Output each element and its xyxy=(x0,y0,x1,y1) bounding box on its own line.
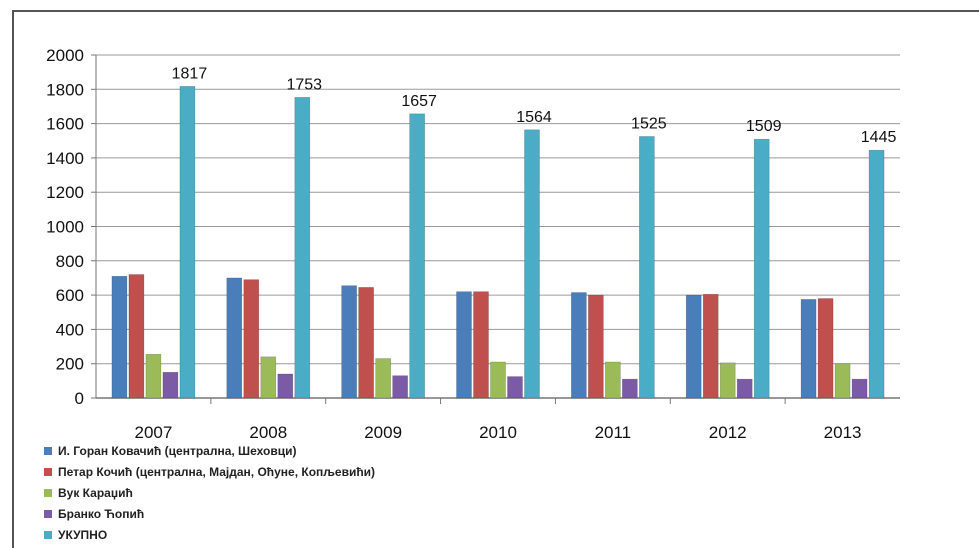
y-tick-label: 0 xyxy=(75,389,84,408)
legend-item: Бранко Ћопић xyxy=(44,503,375,524)
x-tick-label: 2008 xyxy=(249,423,287,442)
bar xyxy=(145,353,162,399)
y-tick-label: 200 xyxy=(56,355,84,374)
y-tick-label: 800 xyxy=(56,252,84,271)
bar xyxy=(260,356,277,399)
bar xyxy=(639,136,655,399)
bar xyxy=(277,373,294,399)
legend-swatch xyxy=(44,467,52,476)
bar xyxy=(128,274,145,399)
bar xyxy=(719,362,736,399)
bar xyxy=(507,376,523,399)
x-tick-label: 2009 xyxy=(364,423,402,442)
legend-label: УКУПНО xyxy=(58,527,108,542)
legend-label: И. Горан Ковачић (централна, Шеховци) xyxy=(58,443,297,458)
y-tick-label: 1600 xyxy=(46,115,84,134)
data-label: 1509 xyxy=(746,118,782,135)
bar xyxy=(571,292,587,399)
legend-swatch xyxy=(44,488,52,497)
data-label: 1753 xyxy=(286,76,322,93)
legend-swatch xyxy=(44,530,52,539)
chart-frame xyxy=(12,10,979,548)
x-tick-label: 2010 xyxy=(479,423,517,442)
legend-swatch xyxy=(44,509,52,518)
y-tick-label: 1400 xyxy=(46,149,84,168)
bar xyxy=(409,113,425,399)
data-label: 1525 xyxy=(631,115,667,132)
bar xyxy=(375,358,391,399)
y-tick-label: 600 xyxy=(56,286,84,305)
bar xyxy=(243,279,260,399)
legend-swatch xyxy=(44,446,52,455)
data-label: 1564 xyxy=(516,109,552,126)
bar xyxy=(753,138,770,399)
bar xyxy=(736,378,753,399)
bar xyxy=(179,86,196,399)
bar xyxy=(834,363,851,399)
bar xyxy=(605,361,621,399)
bar xyxy=(111,275,128,399)
bar xyxy=(851,378,868,399)
y-tick-label: 1200 xyxy=(46,183,84,202)
legend-item: УКУПНО xyxy=(44,524,375,545)
y-tick-label: 1800 xyxy=(46,80,84,99)
bar xyxy=(294,97,311,399)
x-tick-label: 2013 xyxy=(824,423,862,442)
bar xyxy=(685,294,702,399)
legend-label: Вук Караџић xyxy=(58,485,133,500)
data-label: 1445 xyxy=(861,129,897,146)
legend-item: Вук Караџић xyxy=(44,482,375,503)
bar xyxy=(358,287,374,399)
bar xyxy=(868,149,885,399)
legend-label: Петар Кочић (централна, Мајдан, Оћуне, К… xyxy=(58,464,376,479)
y-tick-label: 400 xyxy=(56,320,84,339)
bar xyxy=(456,291,472,399)
legend-label: Бранко Ћопић xyxy=(58,506,145,521)
legend-item: И. Горан Ковачић (централна, Шеховци) xyxy=(44,440,375,461)
bar xyxy=(226,277,243,399)
bar xyxy=(392,375,408,399)
x-tick-label: 2012 xyxy=(709,423,747,442)
legend: И. Горан Ковачић (централна, Шеховци) Пет… xyxy=(44,440,375,545)
bar xyxy=(702,293,719,399)
bar xyxy=(490,361,506,399)
y-tick-label: 1000 xyxy=(46,218,84,237)
y-tick-label: 2000 xyxy=(46,46,84,65)
bar xyxy=(524,129,540,399)
legend-item: Петар Кочић (централна, Мајдан, Оћуне, К… xyxy=(44,461,375,482)
bar xyxy=(341,285,357,399)
x-tick-label: 2007 xyxy=(135,423,173,442)
bar xyxy=(622,378,638,399)
bar xyxy=(588,294,604,399)
bar xyxy=(800,299,817,399)
bar xyxy=(473,291,489,399)
bar xyxy=(162,371,179,399)
data-label: 1817 xyxy=(172,65,208,82)
bar xyxy=(817,298,834,399)
data-label: 1657 xyxy=(401,93,437,110)
x-tick-label: 2011 xyxy=(595,423,632,442)
